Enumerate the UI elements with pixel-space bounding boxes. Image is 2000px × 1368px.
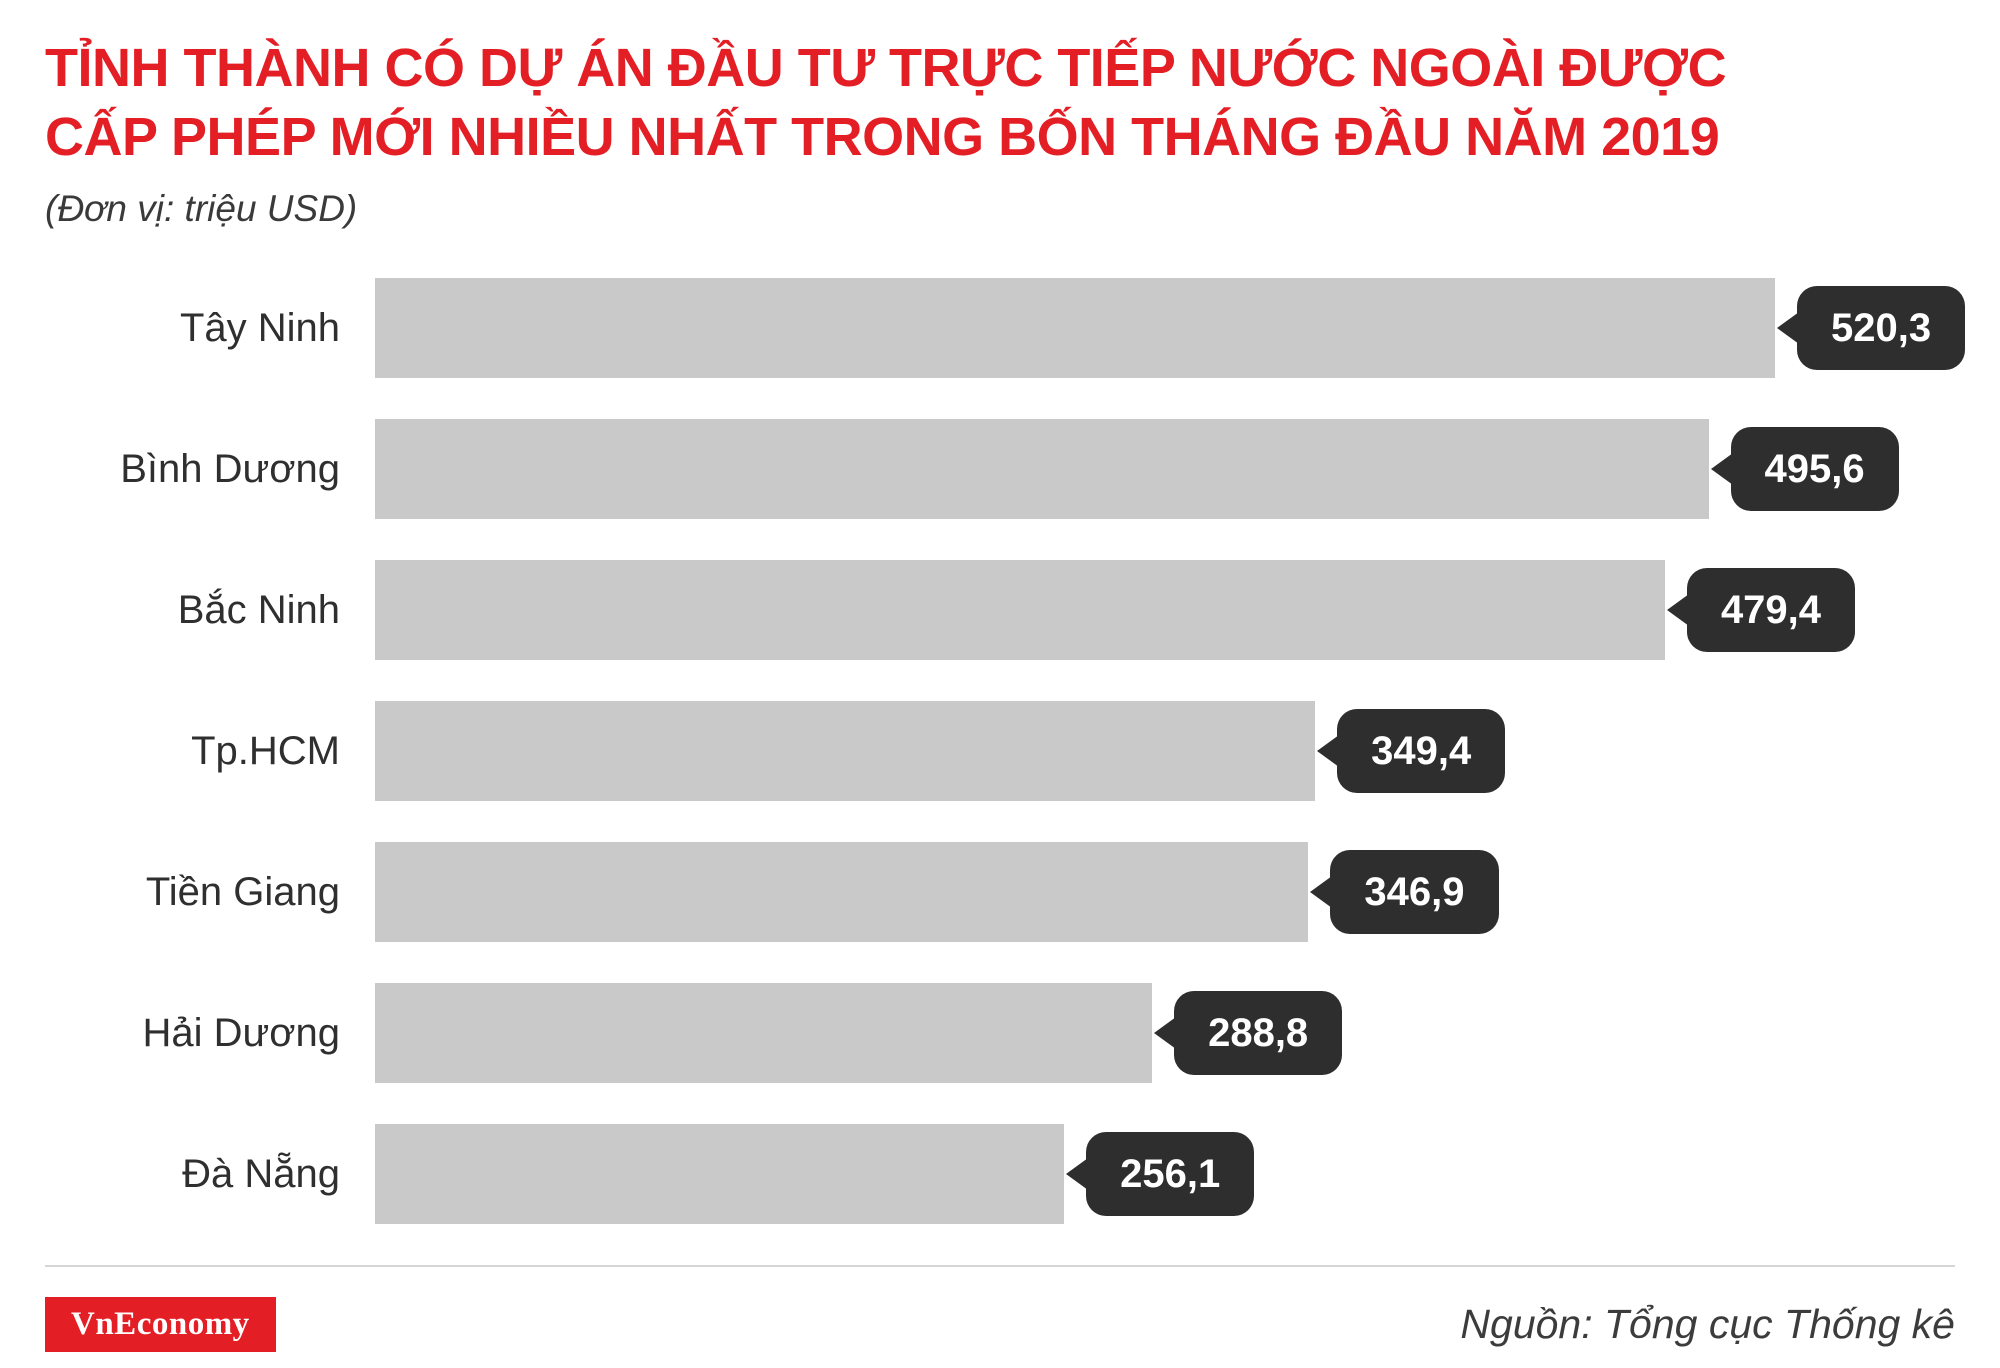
chart-footer: VnEconomy Nguồn: Tổng cục Thống kê — [45, 1265, 1955, 1353]
bar-row: Tây Ninh 520,3 — [45, 278, 1966, 379]
chart-title-line2: CẤP PHÉP MỚI NHIỀU NHẤT TRONG BỐN THÁNG … — [45, 107, 1720, 168]
bar — [375, 278, 1775, 379]
category-label: Bình Dương — [120, 446, 340, 491]
callout-tip-icon — [1066, 1158, 1089, 1191]
value-label: 520,3 — [1831, 305, 1932, 350]
chart-title-line1: TỈNH THÀNH CÓ DỰ ÁN ĐẦU TƯ TRỰC TIẾP NƯỚ… — [45, 38, 1727, 98]
value-callout: 479,4 — [1666, 568, 1856, 653]
value-label: 349,4 — [1371, 728, 1472, 773]
callout-tip-icon — [1154, 1017, 1177, 1050]
category-label: Tây Ninh — [179, 305, 340, 350]
value-label: 495,6 — [1764, 446, 1865, 491]
value-callout: 495,6 — [1710, 427, 1899, 512]
bar-row: Đà Nẵng 256,1 — [45, 1124, 1955, 1225]
bar-chart: Tây Ninh 520,3 Bình Dương 495,6 Bắc Ninh 479,… — [45, 278, 1966, 1225]
chart-unit-label: (Đơn vị: triệu USD) — [45, 188, 358, 230]
bar — [375, 560, 1665, 661]
category-label: Tiền Giang — [145, 869, 340, 914]
bar-track: 346,9 — [375, 842, 1775, 943]
value-label: 346,9 — [1364, 869, 1465, 914]
bar — [375, 1124, 1065, 1225]
bar-row: Tiền Giang 346,9 — [45, 842, 1955, 943]
bar — [375, 419, 1709, 520]
chart-title: TỈNH THÀNH CÓ DỰ ÁN ĐẦU TƯ TRỰC TIẾP NƯỚ… — [45, 34, 1955, 172]
bar-row: Tp.HCM 349,4 — [45, 701, 1955, 802]
bar-track: 479,4 — [375, 560, 1856, 661]
value-callout: 349,4 — [1317, 709, 1506, 794]
bar-track: 520,3 — [375, 278, 1966, 379]
value-callout: 520,3 — [1777, 286, 1966, 371]
bar-track: 495,6 — [375, 419, 1899, 520]
category-label: Đà Nẵng — [182, 1151, 340, 1196]
bar-row: Hải Dương 288,8 — [45, 983, 1955, 1084]
category-label: Tp.HCM — [191, 728, 340, 773]
vneconomy-logo: VnEconomy — [45, 1297, 276, 1353]
value-label: 479,4 — [1720, 587, 1822, 632]
category-label: Hải Dương — [142, 1010, 340, 1055]
chart-header: TỈNH THÀNH CÓ DỰ ÁN ĐẦU TƯ TRỰC TIẾP NƯỚ… — [45, 34, 1955, 230]
category-label: Bắc Ninh — [177, 587, 340, 632]
bar-track: 349,4 — [375, 701, 1775, 802]
bar-track: 256,1 — [375, 1124, 1775, 1225]
source-label: Nguồn: Tổng cục Thống kê — [1460, 1301, 1955, 1348]
callout-tip-icon — [1710, 453, 1733, 486]
bar — [375, 983, 1153, 1084]
value-label: 256,1 — [1120, 1151, 1221, 1196]
value-callout: 288,8 — [1154, 991, 1343, 1076]
callout-tip-icon — [1310, 876, 1333, 909]
callout-tip-icon — [1317, 735, 1340, 768]
value-label: 288,8 — [1208, 1010, 1309, 1055]
value-callout: 256,1 — [1066, 1132, 1255, 1217]
callout-tip-icon — [1666, 594, 1689, 627]
bar-row: Bắc Ninh 479,4 — [45, 560, 1955, 661]
bar-track: 288,8 — [375, 983, 1775, 1084]
bar — [375, 701, 1316, 802]
value-callout: 346,9 — [1310, 850, 1499, 935]
callout-tip-icon — [1777, 312, 1799, 345]
bar — [375, 842, 1309, 943]
bar-row: Bình Dương 495,6 — [45, 419, 1955, 520]
